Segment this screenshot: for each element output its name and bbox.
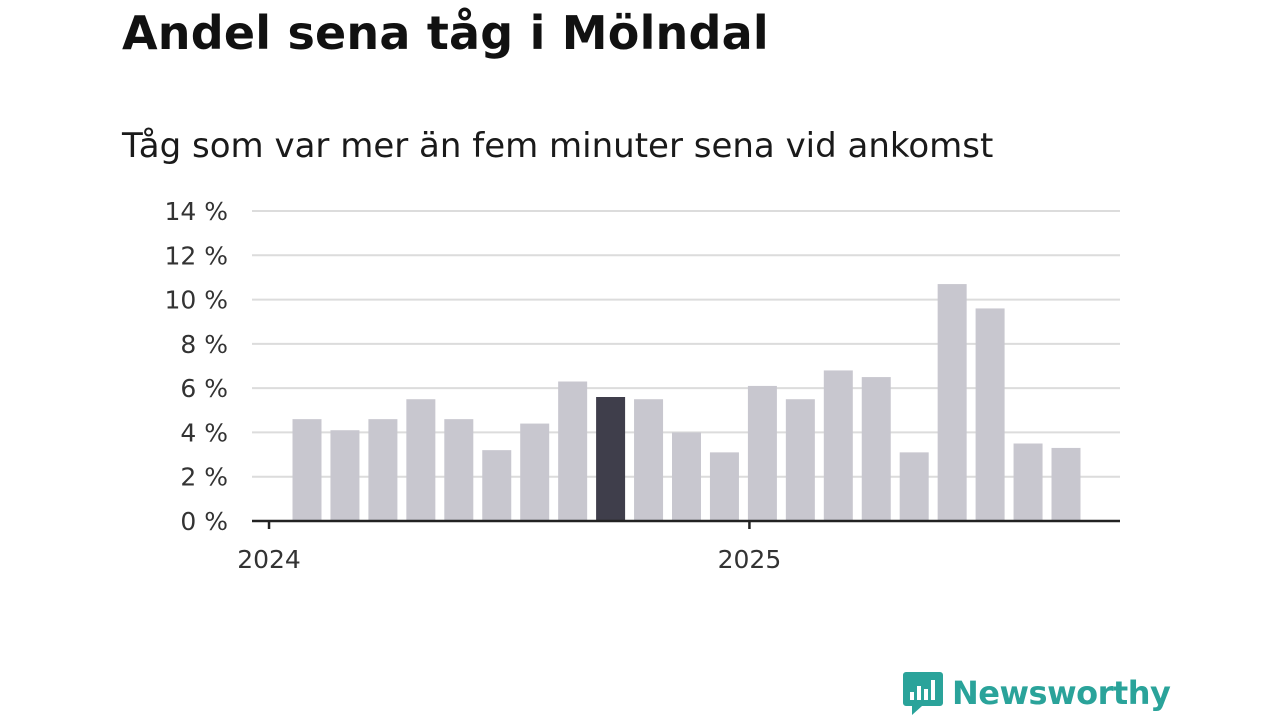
y-tick-label: 4 % [180,418,228,447]
y-tick-label: 0 % [180,507,228,536]
bar-2024-02 [330,430,360,521]
bar-2025-01 [747,385,777,521]
bar-2024-08 [558,381,588,521]
bar-2024-09 [596,397,626,521]
y-tick-label: 10 % [164,286,228,315]
bar-chart-speech-bubble-icon [903,672,943,715]
y-tick-label: 14 % [164,197,228,226]
bar-2024-05 [444,419,474,521]
y-tick-label: 8 % [180,330,228,359]
bar-2024-03 [368,419,398,521]
bar-2025-04 [861,377,891,521]
bar-2025-09 [1051,447,1081,521]
bar-chart: 0 % 2 % 4 % 6 % 8 % 10 % 12 % 14 % 2024 2025 [164,197,1120,574]
bar-2024-10 [634,399,664,521]
bar-2024-06 [482,450,512,521]
chart-title: Andel sena tåg i Mölndal [122,6,769,60]
bar-2024-04 [406,399,436,521]
brand-logo: Newsworthy [902,670,1171,716]
brand-name: Newsworthy [952,674,1171,712]
y-axis-tick-labels: 0 % 2 % 4 % 6 % 8 % 10 % 12 % 14 % [164,197,228,536]
bar-2025-07 [975,308,1005,521]
bar-2024-11 [672,432,701,521]
bar-2025-06 [937,284,967,521]
bars [292,284,1081,521]
y-tick-label: 12 % [164,241,228,270]
bar-2024-01 [292,419,322,521]
bar-2025-05 [899,452,929,521]
bar-2025-03 [823,370,853,521]
x-tick-label: 2024 [237,545,301,574]
y-tick-label: 6 % [180,374,228,403]
bar-2025-02 [785,399,815,521]
y-tick-label: 2 % [180,463,228,492]
chart-subtitle: Tåg som var mer än fem minuter sena vid … [122,126,994,166]
x-axis: 2024 2025 [237,519,1120,574]
x-tick-label: 2025 [718,545,782,574]
bar-2025-08 [1013,443,1043,521]
bar-2024-07 [520,423,550,521]
bar-2024-12 [709,452,739,521]
